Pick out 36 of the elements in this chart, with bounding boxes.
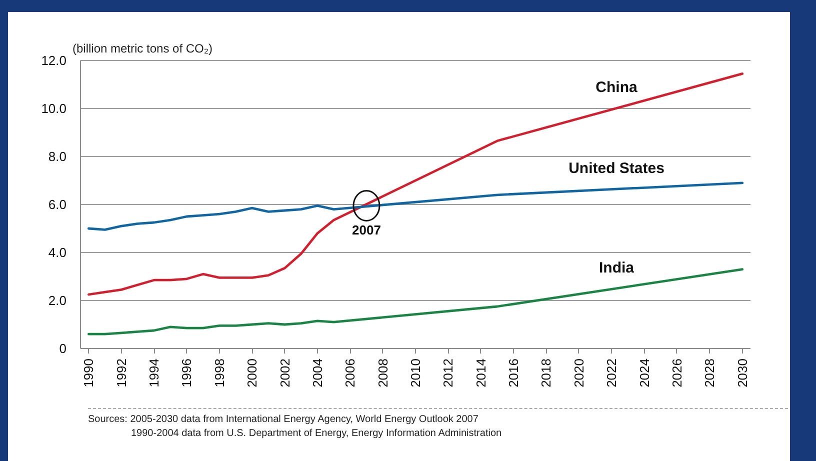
x-tick-label: 2000 [244,358,260,388]
series-label: United States [568,160,664,178]
y-tick-label: 10.0 [41,101,67,116]
y-axis-title: (billion metric tons of CO₂) [72,42,213,56]
x-tick-label: 2028 [702,358,718,388]
x-tick-label: 1996 [179,358,194,388]
y-tick-label: 12.0 [41,53,67,68]
x-tick-label: 2016 [506,358,522,388]
x-tick-label: 1990 [81,358,96,388]
x-tick-label: 1994 [146,358,162,388]
x-tick-label: 2008 [375,358,390,388]
x-tick-label: 2022 [604,358,620,388]
x-tick-label: 2002 [277,358,292,388]
y-tick-label: 2.0 [48,293,67,308]
y-tick-label: 6.0 [48,197,67,212]
x-tick-label: 2026 [669,358,684,388]
x-tick-label: 2010 [408,358,423,388]
text: 1990-2004 data from U.S. Department of Energy, Energy Information Administration [130,427,502,441]
x-tick-label: 2012 [440,358,456,388]
source-note: Sources: 2005-2030 data from International Energy Agency, World Energy Outlook 2007 [88,413,480,427]
x-tick-label: 2014 [473,358,488,388]
x-tick-label: 1998 [212,358,227,388]
series-label: China [596,79,638,96]
x-tick-label: 2018 [538,358,554,388]
x-tick-label: 1992 [114,358,129,388]
x-tick-label: 2030 [734,358,750,388]
series-label: India [599,259,635,276]
x-tick-label: 2006 [342,358,358,388]
x-tick-label: 2004 [310,358,325,388]
y-tick-label: 4.0 [48,245,67,260]
y-tick-label: 0 [59,341,67,356]
y-tick-label: 8.0 [48,149,67,164]
annotation: 2007 [352,222,381,238]
x-tick-label: 2020 [571,358,586,388]
line-series [87,72,744,296]
x-tick-label: 2024 [636,358,652,388]
